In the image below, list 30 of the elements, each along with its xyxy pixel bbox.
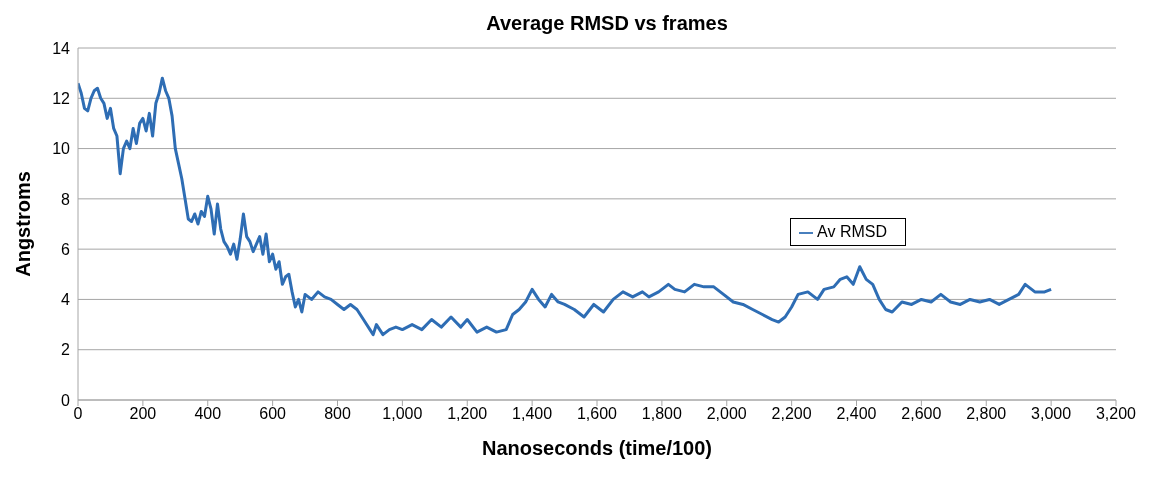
y-tick-label: 10: [52, 140, 71, 158]
x-tick-label: 3,200: [1095, 405, 1137, 423]
x-tick-label: 600: [259, 405, 287, 423]
x-tick-label: 0: [73, 405, 83, 423]
y-tick-label: 12: [52, 89, 71, 107]
x-tick-label: 200: [129, 405, 157, 423]
y-tick-label: 4: [61, 291, 71, 309]
chart-title: Average RMSD vs frames: [485, 11, 729, 36]
y-tick-label: 6: [61, 240, 71, 258]
x-tick-label: 3,000: [1031, 405, 1072, 423]
x-tick-label: 2,000: [706, 405, 747, 423]
x-tick-label: 1,000: [382, 405, 423, 423]
y-tick-label: 14: [52, 39, 71, 57]
y-tick-label: 0: [61, 391, 71, 409]
y-tick-label: 8: [61, 190, 71, 208]
x-tick-label: 2,400: [836, 405, 877, 423]
y-axis-title: Angstroms: [12, 171, 35, 277]
x-tick-label: 2,800: [966, 405, 1007, 423]
x-tick-label: 1,200: [447, 405, 488, 423]
x-tick-label: 2,600: [901, 405, 942, 423]
x-axis-title: Nanoseconds (time/100): [481, 437, 713, 459]
x-tick-label: 400: [194, 405, 222, 423]
x-tick-label: 1,600: [576, 405, 618, 423]
y-tick-label: 2: [61, 341, 71, 359]
x-tick-label: 1,800: [641, 405, 682, 423]
legend-label: Av RMSD: [817, 223, 887, 240]
x-tick-label: 2,200: [771, 405, 812, 423]
line-series: [78, 76, 1053, 337]
x-tick-label: 1,400: [512, 405, 553, 423]
x-tick-label: 800: [324, 405, 351, 423]
